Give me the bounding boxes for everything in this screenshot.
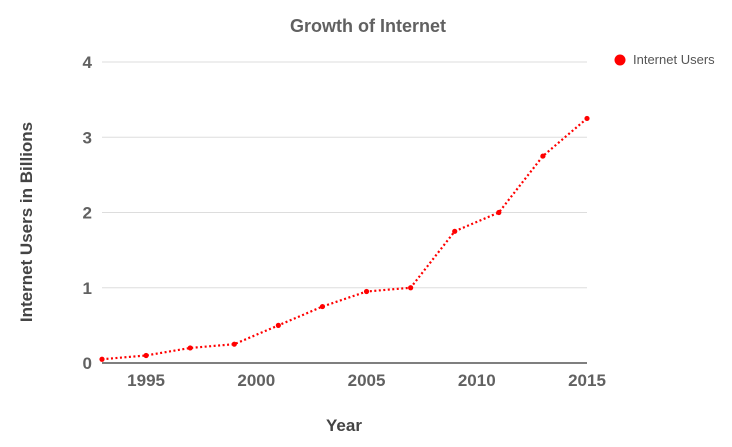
y-tick-label: 2 — [83, 204, 92, 223]
x-tick-label: 1995 — [127, 371, 165, 390]
data-point — [363, 288, 370, 295]
y-tick-label: 1 — [83, 279, 92, 298]
data-point — [408, 285, 414, 291]
chart-title: Growth of Internet — [290, 16, 446, 36]
data-point — [187, 345, 193, 351]
y-tick-label: 4 — [83, 53, 93, 72]
y-tick-label: 3 — [83, 128, 92, 147]
series-layer — [99, 115, 590, 362]
x-tick-label: 2015 — [568, 371, 606, 390]
series-line-internet-users — [101, 117, 588, 361]
y-axis-ticks: 0 1 2 3 4 — [83, 53, 93, 373]
data-point — [231, 341, 237, 347]
legend: Internet Users — [614, 52, 715, 67]
x-tick-label: 2000 — [237, 371, 275, 390]
data-point — [540, 153, 546, 159]
legend-label: Internet Users — [633, 52, 715, 67]
data-point — [496, 209, 502, 216]
x-tick-label: 2005 — [348, 371, 386, 390]
gridlines — [102, 61, 587, 289]
data-point — [452, 228, 458, 234]
data-point — [319, 303, 326, 310]
legend-marker-icon — [614, 54, 626, 66]
data-point — [275, 322, 281, 328]
data-point — [99, 356, 105, 362]
x-axis-ticks: 1995 2000 2005 2010 2015 — [127, 371, 606, 390]
y-axis-label: Internet Users in Billions — [17, 122, 36, 322]
y-tick-label: 0 — [83, 354, 92, 373]
x-tick-label: 2010 — [458, 371, 496, 390]
x-axis-label: Year — [326, 416, 362, 435]
data-point — [143, 352, 149, 359]
data-point — [584, 115, 590, 122]
